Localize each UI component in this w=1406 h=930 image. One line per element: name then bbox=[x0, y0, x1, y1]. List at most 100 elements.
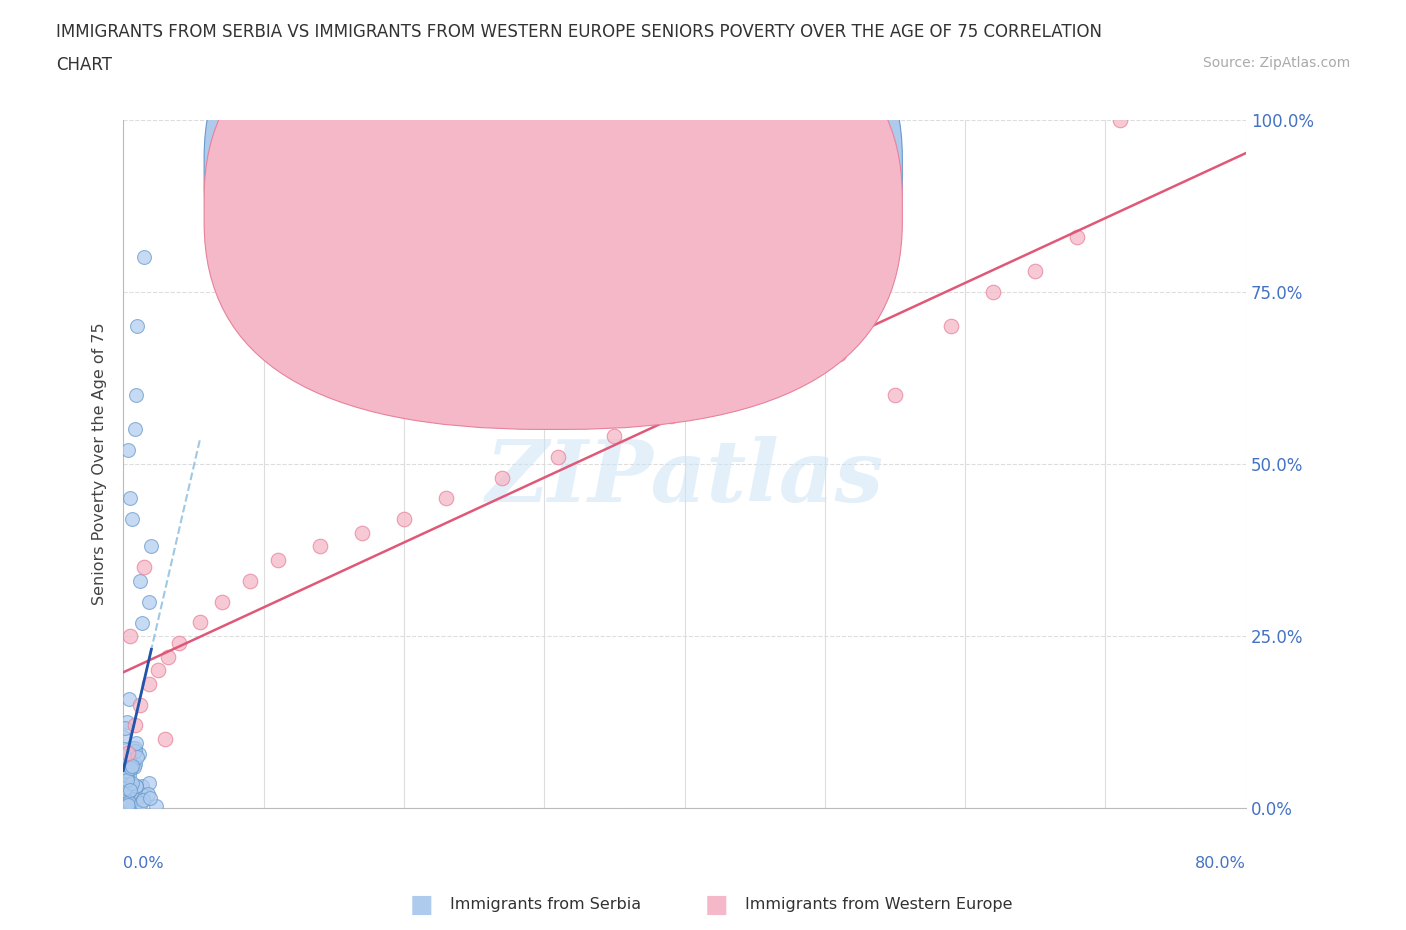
FancyBboxPatch shape bbox=[516, 133, 831, 250]
Point bbox=[112, 791, 135, 806]
Point bbox=[124, 779, 146, 794]
Point bbox=[138, 677, 160, 692]
Point bbox=[124, 791, 146, 806]
Point bbox=[266, 552, 288, 567]
Point bbox=[148, 663, 170, 678]
Point bbox=[117, 746, 139, 761]
Point bbox=[129, 698, 152, 712]
Y-axis label: Seniors Poverty Over the Age of 75: Seniors Poverty Over the Age of 75 bbox=[93, 323, 107, 605]
Point bbox=[112, 750, 135, 764]
Text: R = 0.669   N = 31: R = 0.669 N = 31 bbox=[575, 201, 754, 219]
Text: ■: ■ bbox=[706, 893, 728, 917]
FancyBboxPatch shape bbox=[204, 0, 903, 430]
Point bbox=[1066, 229, 1088, 244]
Point bbox=[117, 757, 139, 772]
Point bbox=[112, 749, 135, 764]
Point bbox=[122, 760, 145, 775]
Point bbox=[145, 799, 167, 814]
Text: Source: ZipAtlas.com: Source: ZipAtlas.com bbox=[1202, 56, 1350, 70]
Point bbox=[112, 753, 135, 768]
Point bbox=[120, 786, 142, 801]
Point bbox=[118, 797, 141, 812]
Point bbox=[138, 594, 160, 609]
Point bbox=[114, 781, 136, 796]
Point bbox=[125, 750, 148, 764]
Point bbox=[115, 774, 138, 789]
Point bbox=[1024, 263, 1046, 278]
Point bbox=[134, 560, 156, 575]
Text: 80.0%: 80.0% bbox=[1195, 857, 1246, 871]
Point bbox=[129, 796, 152, 811]
Text: Immigrants from Serbia: Immigrants from Serbia bbox=[450, 897, 641, 912]
Point bbox=[124, 422, 146, 437]
Point bbox=[131, 616, 153, 631]
Point bbox=[121, 759, 143, 774]
Point bbox=[114, 800, 136, 815]
Text: ■: ■ bbox=[411, 893, 433, 917]
Point bbox=[125, 736, 148, 751]
Point bbox=[118, 775, 141, 790]
Point bbox=[491, 471, 513, 485]
Point bbox=[112, 788, 135, 803]
Point bbox=[122, 740, 145, 755]
Point bbox=[157, 649, 180, 664]
Text: ZIPatlas: ZIPatlas bbox=[485, 436, 883, 519]
Point bbox=[716, 388, 738, 403]
Point bbox=[350, 525, 373, 540]
Point bbox=[138, 776, 160, 790]
Point bbox=[129, 574, 152, 589]
Point bbox=[118, 768, 141, 783]
Point bbox=[138, 790, 160, 805]
Point bbox=[121, 512, 143, 526]
Point bbox=[112, 797, 135, 812]
Point bbox=[115, 768, 138, 783]
Point bbox=[120, 777, 142, 791]
Point bbox=[112, 741, 135, 756]
Text: IMMIGRANTS FROM SERBIA VS IMMIGRANTS FROM WESTERN EUROPE SENIORS POVERTY OVER TH: IMMIGRANTS FROM SERBIA VS IMMIGRANTS FRO… bbox=[56, 23, 1102, 41]
Point bbox=[939, 319, 962, 334]
Point bbox=[121, 776, 143, 790]
Point bbox=[981, 285, 1004, 299]
Text: CHART: CHART bbox=[56, 56, 112, 73]
Point bbox=[132, 793, 155, 808]
Point bbox=[112, 788, 135, 803]
Point bbox=[169, 635, 191, 650]
Point bbox=[136, 787, 159, 802]
Point bbox=[1108, 113, 1130, 127]
Point bbox=[134, 250, 156, 265]
Point bbox=[239, 574, 262, 589]
Point bbox=[392, 512, 415, 526]
Point bbox=[124, 757, 146, 772]
Point bbox=[124, 740, 146, 755]
Point bbox=[125, 388, 148, 403]
Point bbox=[120, 761, 142, 776]
Point bbox=[114, 760, 136, 775]
Point bbox=[112, 782, 135, 797]
Text: R = 0.489   N = 75: R = 0.489 N = 75 bbox=[575, 161, 754, 179]
Point bbox=[118, 752, 141, 767]
Text: Immigrants from Western Europe: Immigrants from Western Europe bbox=[745, 897, 1012, 912]
Point bbox=[114, 721, 136, 736]
Point bbox=[117, 798, 139, 813]
Point bbox=[884, 388, 907, 403]
Point bbox=[659, 408, 682, 423]
Point bbox=[120, 629, 142, 644]
Text: 0.0%: 0.0% bbox=[124, 857, 165, 871]
Point bbox=[117, 443, 139, 458]
Point bbox=[117, 795, 139, 810]
Point bbox=[190, 615, 212, 630]
Point bbox=[124, 718, 146, 733]
Point bbox=[124, 794, 146, 809]
Point bbox=[115, 714, 138, 729]
Point bbox=[117, 795, 139, 810]
Point bbox=[118, 692, 141, 707]
Point bbox=[141, 539, 163, 554]
Point bbox=[603, 429, 626, 444]
Point bbox=[124, 744, 146, 759]
Point bbox=[547, 449, 569, 464]
Point bbox=[828, 346, 851, 361]
Point bbox=[128, 747, 150, 762]
Point bbox=[155, 732, 177, 747]
Point bbox=[112, 729, 135, 744]
Point bbox=[125, 778, 148, 793]
